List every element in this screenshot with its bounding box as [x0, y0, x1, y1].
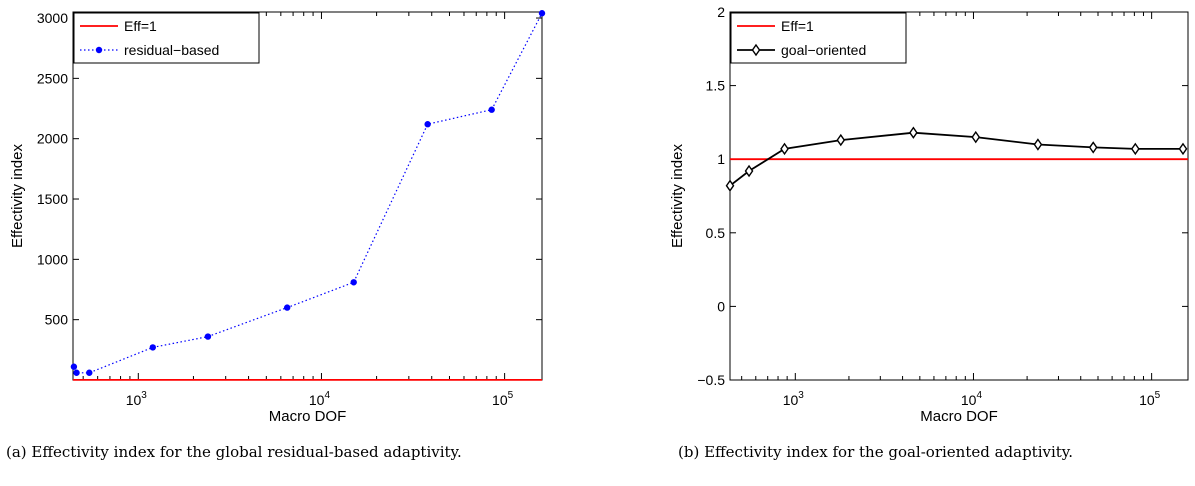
data-point — [350, 279, 357, 286]
plot-area-a — [72, 11, 543, 381]
y-tick-label: 2 — [717, 4, 725, 20]
x-tick-label: 104 — [309, 390, 331, 408]
legend-a: Eff=1 residual−based — [73, 12, 260, 64]
data-point — [1033, 138, 1043, 151]
data-point — [204, 333, 212, 340]
legend-box — [730, 12, 907, 64]
legend-label: goal−oriented — [781, 42, 866, 58]
data-point — [1130, 142, 1140, 156]
y-axis-ticks-a: 500 1000 1500 2000 2500 3000 — [37, 10, 542, 328]
data-point — [909, 126, 918, 139]
y-tick-label: 500 — [45, 312, 69, 328]
data-point — [1178, 142, 1188, 156]
legend-marker — [751, 43, 761, 57]
chart-panel-b: 103 104 105 −0.5 0 0.5 1 1.5 2 Macro DOF Effect… — [669, 4, 1189, 425]
x-tick-label: 103 — [783, 390, 805, 408]
series-line-residual-based — [73, 12, 543, 374]
data-point — [283, 304, 291, 311]
data-point — [149, 344, 157, 351]
data-point — [70, 363, 78, 370]
legend-label: Eff=1 — [781, 18, 814, 34]
data-point — [538, 10, 546, 17]
y-tick-label: 3000 — [37, 10, 68, 26]
y-tick-label: −0.5 — [697, 372, 725, 388]
x-tick-label: 104 — [961, 390, 983, 408]
y-tick-label: 1 — [717, 151, 725, 167]
data-point — [424, 121, 431, 128]
y-axis-ticks-b: −0.5 0 0.5 1 1.5 2 — [697, 4, 1188, 388]
legend-marker — [95, 46, 103, 54]
data-point — [488, 106, 495, 113]
x-tick-label: 105 — [1139, 390, 1161, 408]
x-tick-label: 105 — [492, 390, 514, 408]
series-layer-b — [725, 126, 1188, 192]
y-tick-label: 2500 — [37, 70, 68, 86]
series-layer-a — [70, 10, 546, 381]
x-axis-ticks-b: 103 104 105 — [741, 12, 1161, 408]
data-point — [836, 133, 846, 147]
data-point — [73, 369, 80, 376]
data-point — [725, 179, 735, 192]
legend-b: Eff=1 goal−oriented — [730, 12, 907, 64]
y-axis-label-b: Effectivity index — [669, 144, 686, 248]
y-tick-label: 2000 — [37, 131, 68, 147]
data-point — [86, 369, 93, 376]
y-tick-label: 1.5 — [706, 78, 726, 94]
data-point — [1088, 141, 1098, 154]
y-tick-label: 1500 — [37, 191, 68, 207]
legend-box — [73, 12, 260, 64]
y-tick-label: 0 — [717, 298, 725, 314]
plot-area-b — [729, 11, 1189, 381]
y-tick-label: 0.5 — [706, 225, 726, 241]
y-tick-label: 1000 — [37, 251, 68, 267]
data-point — [744, 164, 754, 178]
series-line-goal-oriented — [729, 131, 1183, 187]
data-point — [780, 142, 789, 156]
data-point — [971, 130, 981, 144]
caption-b: (b) Effectivity index for the goal-orien… — [678, 443, 1074, 461]
caption-a: (a) Effectivity index for the global res… — [6, 443, 462, 461]
legend-label: residual−based — [124, 42, 219, 58]
x-axis-label-b: Macro DOF — [920, 408, 998, 425]
x-axis-label-a: Macro DOF — [269, 408, 347, 425]
x-tick-label: 103 — [126, 390, 148, 408]
chart-panel-a: 103 104 105 500 1000 1500 2000 2500 3000 Macro … — [9, 10, 546, 425]
y-axis-label-a: Effectivity index — [9, 144, 26, 248]
legend-label: Eff=1 — [124, 18, 157, 34]
